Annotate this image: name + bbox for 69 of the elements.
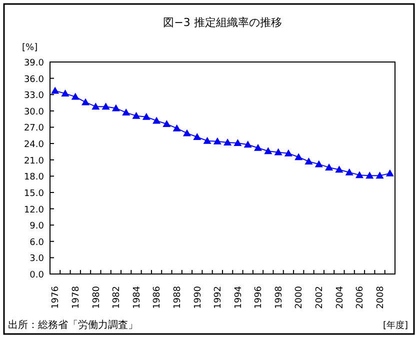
point — [152, 116, 161, 124]
y-tick-label: 15.0 — [24, 188, 44, 199]
x-tick-label: 1980 — [92, 286, 102, 309]
point — [92, 102, 100, 110]
x-tick-label: 1994 — [234, 286, 244, 309]
point — [193, 133, 202, 140]
point — [224, 138, 232, 146]
point — [61, 90, 70, 97]
point — [274, 148, 282, 156]
y-tick-label: 27.0 — [24, 124, 44, 134]
y-tick-label: 30.0 — [24, 107, 44, 118]
x-tick-label: 1992 — [214, 286, 224, 309]
x-tick-label: 1988 — [172, 286, 183, 309]
x-tick-label: 1998 — [274, 286, 284, 309]
text: 出所：総務省「労働力調査」 — [8, 319, 138, 331]
y-tick-label: 6.0 — [30, 238, 44, 248]
point — [304, 157, 313, 164]
point — [355, 171, 364, 178]
x-axis-title: [年度] — [382, 320, 408, 331]
point — [234, 138, 242, 146]
x-tick-label: 1990 — [193, 286, 204, 309]
y-tick-label: 18.0 — [24, 172, 44, 183]
point — [102, 102, 110, 110]
point — [376, 172, 384, 179]
point — [172, 124, 181, 132]
x-tick-label: 2002 — [315, 286, 326, 309]
chart-title: 図−3 推定組織率の推移 — [163, 16, 282, 29]
point — [284, 149, 292, 156]
point — [345, 168, 354, 176]
x-tick-label: 2006 — [356, 286, 366, 309]
point — [264, 147, 272, 154]
x-tick-label: 1996 — [254, 286, 264, 309]
point — [325, 163, 334, 170]
x-tick-label: 2000 — [294, 286, 305, 309]
y-tick-label: 36.0 — [24, 74, 44, 85]
point — [294, 153, 303, 160]
point — [366, 172, 374, 179]
y-tick-label: 39.0 — [24, 58, 44, 68]
point — [112, 104, 120, 112]
y-axis-title: [%] — [22, 43, 38, 53]
point — [82, 98, 90, 106]
x-tick-label: 1984 — [132, 286, 142, 309]
point — [132, 112, 140, 119]
point — [203, 136, 212, 144]
point — [314, 160, 323, 168]
x-tick-label: 2008 — [376, 286, 386, 309]
point — [122, 108, 130, 116]
x-tick-label: 1976 — [51, 286, 62, 309]
x-tick-label: 1986 — [152, 286, 163, 309]
point — [386, 169, 394, 176]
y-tick-label: 24.0 — [24, 140, 44, 150]
x-tick-label: 1982 — [112, 286, 122, 309]
x-tick-label: 1978 — [72, 286, 82, 309]
point — [162, 120, 171, 127]
point — [335, 166, 344, 173]
point — [142, 112, 150, 120]
y-tick-label: 12.0 — [24, 205, 44, 216]
point — [244, 140, 252, 148]
point — [71, 92, 80, 100]
y-tick-label: 21.0 — [24, 156, 44, 166]
y-tick-label: 3.0 — [30, 254, 44, 264]
point — [213, 137, 222, 144]
y-tick-label: 33.0 — [24, 91, 44, 102]
point — [182, 129, 191, 136]
y-tick-label: 0.0 — [30, 270, 44, 280]
y-tick-label: 9.0 — [30, 222, 44, 232]
x-tick-label: 2004 — [335, 286, 346, 309]
point — [51, 86, 60, 94]
point — [254, 144, 262, 151]
